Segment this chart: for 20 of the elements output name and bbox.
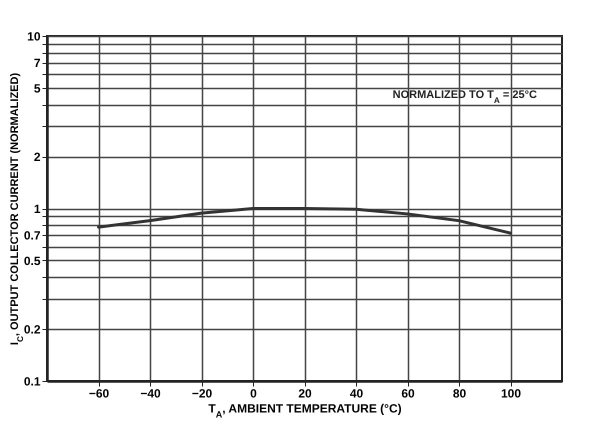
y-tick-label: 7 bbox=[34, 56, 41, 70]
x-axis-title: T$_{A}$, AMBIENT TEMPERATURE (°C) bbox=[208, 402, 402, 420]
x-tick-label: 100 bbox=[500, 386, 522, 400]
y-tick-label: 0.7 bbox=[24, 228, 41, 243]
x-tick-label: −40 bbox=[140, 386, 161, 400]
y-tick-label: 0.2 bbox=[24, 322, 41, 337]
y-tick-label: 1 bbox=[34, 202, 41, 216]
x-tick-label: 40 bbox=[350, 386, 364, 400]
x-tick-label: 60 bbox=[401, 386, 415, 400]
x-tick-label: 20 bbox=[298, 386, 312, 400]
x-tick-label: 80 bbox=[452, 386, 466, 400]
x-tick-label: −20 bbox=[192, 386, 212, 400]
x-tick-label: 0 bbox=[250, 386, 258, 400]
y-tick-label: 5 bbox=[34, 81, 41, 96]
line-series bbox=[97, 207, 512, 235]
y-tick-label: 0.5 bbox=[24, 254, 41, 268]
x-tick-label: −60 bbox=[88, 386, 110, 400]
y-tick-label: 2 bbox=[34, 150, 41, 164]
y-tick-label: 10 bbox=[27, 30, 41, 44]
y-tick-label: 0.1 bbox=[24, 374, 41, 388]
